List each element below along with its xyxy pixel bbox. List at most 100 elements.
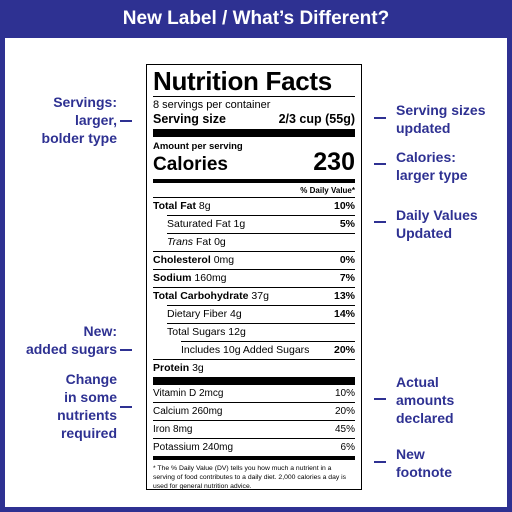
page-title: New Label / What’s Different?: [0, 0, 512, 38]
nutrient-label: Total Sugars: [167, 326, 226, 338]
calories-label: Calories: [153, 154, 228, 175]
nutrient-row: Trans Fat 0g: [167, 233, 355, 251]
callout-line: Servings:: [53, 94, 117, 110]
nutrition-label: Nutrition Facts 8 servings per container…: [146, 64, 362, 490]
divider: [153, 96, 355, 97]
servings-per-container-row: 8 servings per container: [153, 99, 355, 111]
callout-line: required: [60, 425, 117, 441]
nutrient-amount: 0mg: [213, 254, 235, 266]
callout-servings: Servings: larger, bolder type: [42, 93, 117, 147]
nutrient-name: Saturated Fat 1g: [167, 218, 245, 230]
callout-dash: [120, 349, 132, 351]
nutrient-name: Total Carbohydrate 37g: [153, 290, 269, 302]
nutrient-label: Sodium: [153, 272, 192, 284]
nutrient-label: Trans: [167, 236, 194, 248]
nutrient-name: Sodium 160mg: [153, 272, 227, 284]
callout-line: Calories:: [396, 149, 456, 165]
vitamin-row: Iron 8mg 45%: [153, 420, 355, 438]
vitamin-row: Potassium 240mg 6%: [153, 438, 355, 456]
nutrient-row: Total Sugars 12g: [167, 323, 355, 341]
nutrient-list: Total Fat 8g 10% Saturated Fat 1g 5% Trans F…: [153, 197, 355, 377]
serving-size-label: Serving size: [153, 112, 226, 126]
vitamin-daily-value: 20%: [334, 406, 355, 417]
nutrient-label: Cholesterol: [153, 254, 211, 266]
nutrient-daily-value: 13%: [333, 290, 355, 302]
callout-line: New: [396, 446, 425, 462]
nutrient-amount: 4g: [230, 308, 242, 320]
callout-line: footnote: [396, 464, 452, 480]
nutrient-name: Total Fat 8g: [153, 200, 211, 212]
callout-dash: [374, 461, 386, 463]
nutrient-label: Total Fat: [153, 200, 196, 212]
callout-calories: Calories: larger type: [396, 148, 468, 184]
nutrient-daily-value: 20%: [333, 344, 355, 356]
nutrient-name: Trans Fat 0g: [167, 236, 226, 248]
serving-size-value: 2/3 cup (55g): [278, 112, 355, 126]
nutrient-name: Total Sugars 12g: [167, 326, 246, 338]
nutrient-daily-value: 7%: [339, 272, 355, 284]
callout-dash: [374, 221, 386, 223]
callout-nutrients-required: Change in some nutrients required: [57, 370, 117, 442]
callout-dash: [120, 406, 132, 408]
nutrient-name: Dietary Fiber 4g: [167, 308, 242, 320]
callout-line: declared: [396, 410, 454, 426]
callout-dash: [120, 120, 132, 122]
vitamin-list: Vitamin D 2mcg 10% Calcium 260mg 20% Iron 8m…: [153, 385, 355, 456]
nutrient-label: Dietary Fiber: [167, 308, 228, 320]
divider-thick: [153, 377, 355, 385]
nutrient-daily-value: 5%: [339, 218, 355, 230]
label-title: Nutrition Facts: [153, 66, 332, 96]
divider-thick: [153, 129, 355, 137]
callout-actual-amounts: Actual amounts declared: [396, 373, 454, 427]
nutrient-name: Protein 3g: [153, 362, 204, 374]
vitamin-row: Calcium 260mg 20%: [153, 402, 355, 420]
nutrient-daily-value: 10%: [333, 200, 355, 212]
amount-per-serving-row: Amount per serving: [153, 141, 355, 152]
vitamin-row: Vitamin D 2mcg 10%: [153, 385, 355, 402]
nutrient-daily-value: 0%: [339, 254, 355, 266]
callout-line: New:: [83, 323, 117, 339]
nutrient-amount: 1g: [233, 218, 246, 230]
callout-line: in some: [64, 389, 117, 405]
nutrient-label-suffix: Fat: [193, 236, 212, 248]
callout-line: Daily Values: [396, 207, 478, 223]
calories-value: 230: [313, 148, 355, 176]
nutrient-row: Sodium 160mg 7%: [153, 269, 355, 287]
footnote: * The % Daily Value (DV) tells you how m…: [153, 465, 347, 490]
servings-per-container: 8 servings per container: [153, 99, 271, 111]
nutrient-name: Cholesterol 0mg: [153, 254, 234, 266]
callout-line: amounts: [396, 392, 455, 408]
nutrient-label: Total Carbohydrate: [153, 290, 249, 302]
callout-line: bolder type: [41, 130, 117, 146]
calories-row: Calories 230: [153, 148, 355, 177]
callout-line: added sugars: [25, 341, 117, 357]
callout-added-sugars: New: added sugars: [26, 322, 117, 358]
divider-medium: [153, 456, 355, 460]
callout-line: larger,: [74, 112, 117, 128]
vitamin-name: Calcium 260mg: [153, 406, 223, 417]
nutrient-row: Dietary Fiber 4g 14%: [167, 305, 355, 323]
nutrient-row: Saturated Fat 1g 5%: [167, 215, 355, 233]
callout-dash: [374, 117, 386, 119]
vitamin-daily-value: 6%: [340, 442, 355, 453]
nutrient-amount: 37g: [251, 290, 269, 302]
divider-medium: [153, 179, 355, 183]
nutrient-amount: 8g: [198, 200, 211, 212]
callout-dash: [374, 398, 386, 400]
nutrient-daily-value: 14%: [333, 308, 355, 320]
callout-line: nutrients: [57, 407, 117, 423]
callout-daily-values: Daily Values Updated: [396, 206, 478, 242]
nutrient-amount: 12g: [228, 326, 246, 338]
nutrient-amount: 3g: [192, 362, 204, 374]
vitamin-daily-value: 10%: [334, 388, 355, 399]
callout-footnote: New footnote: [396, 445, 452, 481]
nutrient-label: Saturated Fat: [167, 218, 231, 230]
vitamin-name: Vitamin D 2mcg: [153, 388, 224, 399]
nutrient-label: Protein: [153, 362, 190, 374]
vitamin-daily-value: 45%: [334, 424, 355, 435]
nutrient-name: Includes 10g Added Sugars: [181, 344, 309, 356]
nutrient-amount: 0g: [214, 236, 226, 248]
nutrient-amount: 160mg: [194, 272, 227, 284]
nutrient-label: Includes 10g Added Sugars: [181, 344, 310, 356]
nutrient-row: Protein 3g: [153, 359, 355, 377]
